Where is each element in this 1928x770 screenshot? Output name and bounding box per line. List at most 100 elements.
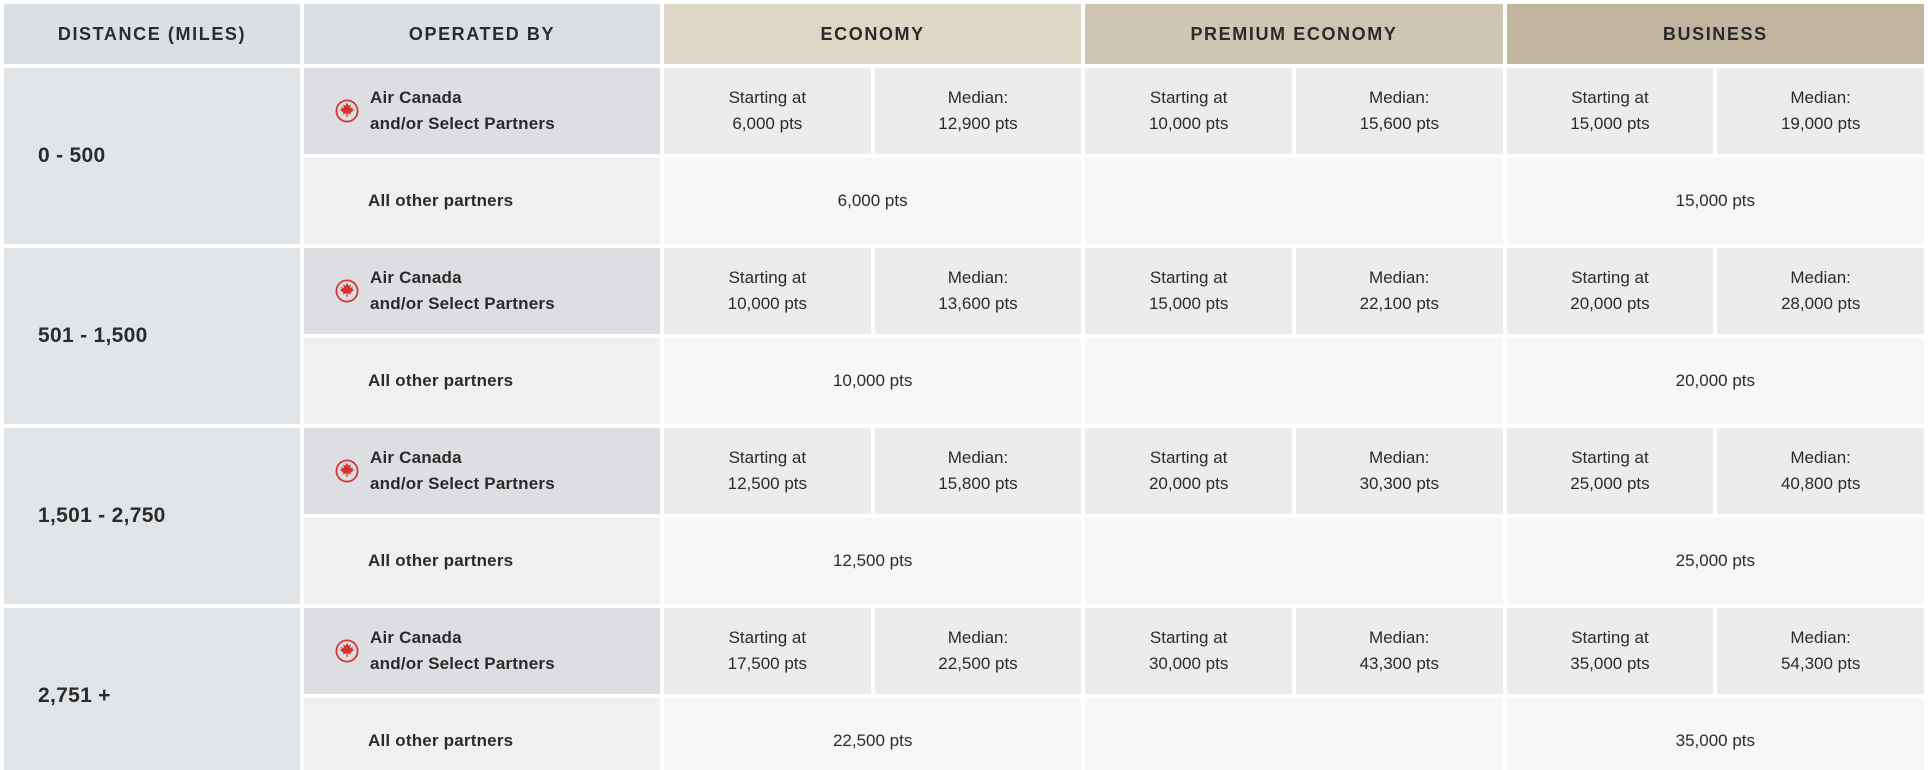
starting-label: Starting at xyxy=(728,628,807,647)
header-distance: DISTANCE (MILES) xyxy=(4,4,300,64)
median-value: 22,500 pts xyxy=(938,654,1018,673)
median-value: 22,100 pts xyxy=(1359,294,1439,313)
median-label: Median: xyxy=(1369,628,1430,647)
operator-air-canada-label: Air Canada and/or Select Partners xyxy=(370,445,555,497)
operator-air-canada-line2: and/or Select Partners xyxy=(370,654,555,673)
economy-median-cell: Median: 15,800 pts xyxy=(874,428,1082,514)
other-partners-business-cell: 25,000 pts xyxy=(1506,518,1924,604)
business-median-cell: Median: 19,000 pts xyxy=(1717,68,1924,154)
other-partners-economy-cell: 10,000 pts xyxy=(664,338,1082,424)
economy-starting-cell: Starting at 17,500 pts xyxy=(664,608,871,694)
median-value: 13,600 pts xyxy=(938,294,1018,313)
median-label: Median: xyxy=(1790,628,1851,647)
operator-air-canada-line2: and/or Select Partners xyxy=(370,474,555,493)
starting-label: Starting at xyxy=(1149,268,1228,287)
other-partners-row: All other partners 10,000 pts 20,000 pts xyxy=(4,338,1924,424)
median-label: Median: xyxy=(1369,268,1430,287)
other-partners-row: All other partners 12,500 pts 25,000 pts xyxy=(4,518,1924,604)
business-starting-cell: Starting at 15,000 pts xyxy=(1506,68,1714,154)
operator-air-canada-line1: Air Canada xyxy=(370,268,462,287)
starting-value: 10,000 pts xyxy=(1148,114,1229,133)
business-starting-cell: Starting at 25,000 pts xyxy=(1506,428,1714,514)
distance-cell: 0 - 500 xyxy=(4,68,300,244)
premium-economy-median-cell: Median: 15,600 pts xyxy=(1295,68,1503,154)
other-partners-premium-economy-cell xyxy=(1085,158,1503,244)
median-label: Median: xyxy=(1790,88,1851,107)
starting-label: Starting at xyxy=(1571,448,1649,467)
median-value: 15,800 pts xyxy=(938,474,1018,493)
premium-economy-starting-cell: Starting at 10,000 pts xyxy=(1085,68,1292,154)
starting-label: Starting at xyxy=(1149,88,1228,107)
starting-label: Starting at xyxy=(728,88,807,107)
starting-value: 20,000 pts xyxy=(1148,474,1229,493)
operator-air-canada-line2: and/or Select Partners xyxy=(370,294,555,313)
median-label: Median: xyxy=(947,88,1009,107)
economy-starting-cell: Starting at 12,500 pts xyxy=(664,428,871,514)
starting-value: 35,000 pts xyxy=(1570,654,1650,673)
starting-label: Starting at xyxy=(728,448,807,467)
starting-value: 30,000 pts xyxy=(1148,654,1229,673)
median-label: Median: xyxy=(947,628,1009,647)
table-header-row: DISTANCE (MILES) OPERATED BY ECONOMY PRE… xyxy=(4,4,1924,64)
operator-other-partners-cell: All other partners xyxy=(304,158,660,244)
median-value: 40,800 pts xyxy=(1780,474,1861,493)
median-label: Median: xyxy=(947,448,1009,467)
other-partners-premium-economy-cell xyxy=(1085,518,1503,604)
starting-value: 20,000 pts xyxy=(1570,294,1650,313)
starting-label: Starting at xyxy=(1571,88,1649,107)
other-partners-economy-cell: 12,500 pts xyxy=(664,518,1082,604)
starting-label: Starting at xyxy=(1571,628,1649,647)
premium-economy-median-cell: Median: 43,300 pts xyxy=(1295,608,1503,694)
median-label: Median: xyxy=(1369,88,1430,107)
economy-median-cell: Median: 13,600 pts xyxy=(874,248,1082,334)
distance-cell: 501 - 1,500 xyxy=(4,248,300,424)
median-value: 30,300 pts xyxy=(1359,474,1439,493)
starting-label: Starting at xyxy=(1149,628,1228,647)
business-median-cell: Median: 40,800 pts xyxy=(1717,428,1924,514)
table-body: 0 - 500 Air Canada and/or Select Partners S… xyxy=(4,68,1924,770)
business-starting-cell: Starting at 20,000 pts xyxy=(1506,248,1714,334)
other-partners-business-cell: 35,000 pts xyxy=(1506,698,1924,770)
other-partners-economy-cell: 6,000 pts xyxy=(664,158,1082,244)
other-partners-business-cell: 20,000 pts xyxy=(1506,338,1924,424)
premium-economy-starting-cell: Starting at 20,000 pts xyxy=(1085,428,1292,514)
other-partners-economy-cell: 22,500 pts xyxy=(664,698,1082,770)
median-value: 19,000 pts xyxy=(1780,114,1861,133)
business-starting-cell: Starting at 35,000 pts xyxy=(1506,608,1714,694)
air-canada-row: 2,751 + Air Canada and/or Select Partners S… xyxy=(4,608,1924,770)
operator-other-partners-cell: All other partners xyxy=(304,338,660,424)
starting-label: Starting at xyxy=(1149,448,1228,467)
operator-air-canada-label: Air Canada and/or Select Partners xyxy=(370,85,555,137)
other-partners-row: All other partners 22,500 pts 35,000 pts xyxy=(4,698,1924,770)
operator-air-canada-cell: Air Canada and/or Select Partners xyxy=(304,248,660,334)
premium-economy-starting-cell: Starting at 15,000 pts xyxy=(1085,248,1292,334)
economy-median-cell: Median: 22,500 pts xyxy=(874,608,1082,694)
other-partners-row: All other partners 6,000 pts 15,000 pts xyxy=(4,158,1924,244)
median-value: 28,000 pts xyxy=(1780,294,1861,313)
operator-air-canada-label: Air Canada and/or Select Partners xyxy=(370,625,555,677)
operator-air-canada-line1: Air Canada xyxy=(370,88,462,107)
operator-air-canada-line1: Air Canada xyxy=(370,448,462,467)
other-partners-business-cell: 15,000 pts xyxy=(1506,158,1924,244)
economy-starting-cell: Starting at 10,000 pts xyxy=(664,248,871,334)
starting-value: 15,000 pts xyxy=(1148,294,1229,313)
economy-median-cell: Median: 12,900 pts xyxy=(874,68,1082,154)
starting-value: 25,000 pts xyxy=(1570,474,1650,493)
other-partners-premium-economy-cell xyxy=(1085,698,1503,770)
air-canada-logo-icon xyxy=(335,639,359,663)
premium-economy-starting-cell: Starting at 30,000 pts xyxy=(1085,608,1292,694)
starting-label: Starting at xyxy=(728,268,807,287)
air-canada-logo-icon xyxy=(335,459,359,483)
premium-economy-median-cell: Median: 22,100 pts xyxy=(1295,248,1503,334)
operator-other-partners-cell: All other partners xyxy=(304,698,660,770)
air-canada-row: 501 - 1,500 Air Canada and/or Select Partn… xyxy=(4,248,1924,424)
operator-air-canada-line2: and/or Select Partners xyxy=(370,114,555,133)
distance-cell: 1,501 - 2,750 xyxy=(4,428,300,604)
starting-value: 12,500 pts xyxy=(727,474,808,493)
header-economy: ECONOMY xyxy=(664,4,1082,64)
operator-air-canada-label: Air Canada and/or Select Partners xyxy=(370,265,555,317)
median-value: 15,600 pts xyxy=(1359,114,1439,133)
header-business: BUSINESS xyxy=(1506,4,1924,64)
starting-value: 15,000 pts xyxy=(1570,114,1650,133)
air-canada-row: 0 - 500 Air Canada and/or Select Partners S… xyxy=(4,68,1924,244)
